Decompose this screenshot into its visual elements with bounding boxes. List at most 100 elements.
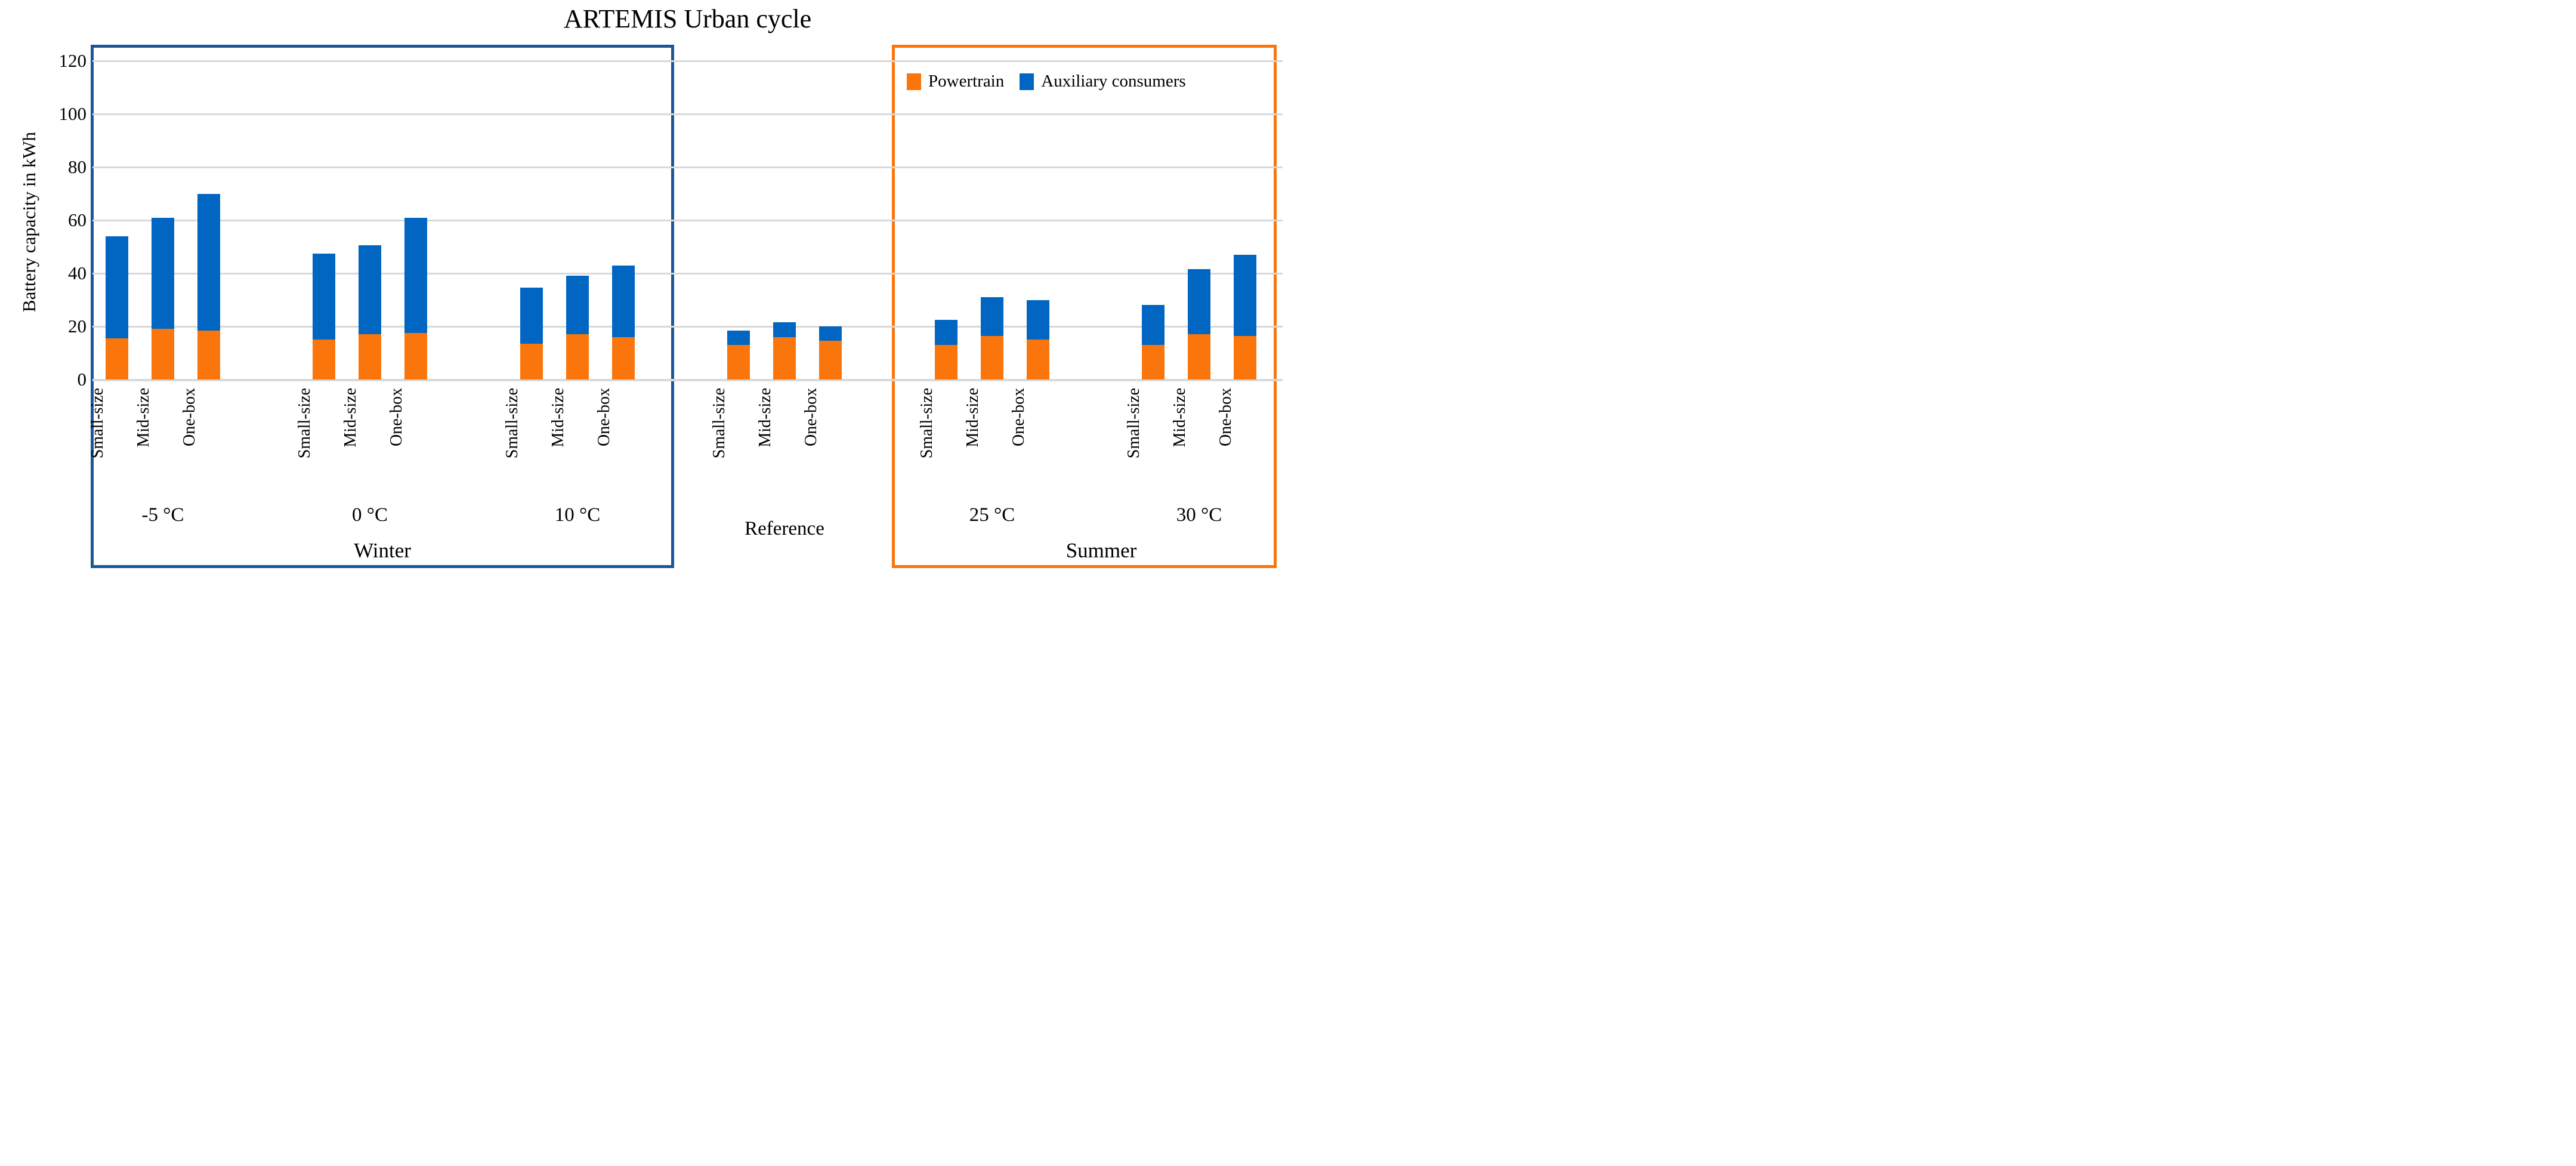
- bar-Reference-one-box: [819, 326, 842, 380]
- bar-0°C-one-box: [404, 217, 427, 380]
- bar-segment-auxiliary-consumers: [313, 253, 335, 340]
- bar-25°C-one-box: [1027, 300, 1049, 380]
- chart-title: ARTEMIS Urban cycle: [563, 4, 812, 33]
- group-label-25°C: 25 °C: [969, 504, 1015, 526]
- category-label-mid-size: Mid-size: [963, 388, 982, 448]
- bar-segment-powertrain: [819, 341, 842, 380]
- category-label-one-box: One-box: [180, 388, 199, 446]
- bar-segment-powertrain: [313, 340, 335, 380]
- chart-canvas: ARTEMIS Urban cycle Battery capacity in …: [0, 0, 1288, 583]
- bar-segment-auxiliary-consumers: [152, 217, 174, 329]
- category-label-mid-size: Mid-size: [341, 388, 360, 448]
- gridline-0: [92, 379, 1283, 381]
- gridline-120: [92, 60, 1283, 62]
- group-label-10°C: 10 °C: [554, 504, 601, 526]
- bar-segment-auxiliary-consumers: [566, 276, 589, 335]
- category-label-mid-size: Mid-size: [549, 388, 567, 448]
- bar-Reference-small-size: [727, 330, 750, 380]
- bar-segment-powertrain: [404, 333, 427, 380]
- category-label-small-size: Small-size: [918, 388, 936, 459]
- summer-section-box: [892, 45, 1277, 568]
- bar-30°C-mid-size: [1188, 269, 1210, 380]
- bar--5°C-small-size: [106, 236, 128, 380]
- bar-10°C-small-size: [520, 288, 543, 380]
- group-label-Reference: Reference: [745, 518, 824, 539]
- bar-segment-powertrain: [520, 343, 543, 380]
- bar-segment-auxiliary-consumers: [819, 326, 842, 341]
- category-label-small-size: Small-size: [295, 388, 314, 459]
- bar-segment-powertrain: [566, 334, 589, 380]
- y-tick-label-120: 120: [58, 50, 87, 71]
- bar-Reference-mid-size: [773, 322, 796, 380]
- category-label-small-size: Small-size: [88, 388, 107, 459]
- bar-segment-powertrain: [773, 337, 796, 380]
- category-label-one-box: One-box: [1216, 388, 1235, 446]
- bar-10°C-one-box: [612, 265, 635, 380]
- bar-segment-powertrain: [152, 329, 174, 380]
- bar-segment-auxiliary-consumers: [359, 245, 381, 335]
- bar-0°C-mid-size: [359, 245, 381, 380]
- group-label--5°C: -5 °C: [141, 504, 184, 526]
- legend-label: Auxiliary consumers: [1041, 72, 1186, 91]
- bar-0°C-small-size: [313, 253, 335, 380]
- bar-segment-powertrain: [1234, 335, 1256, 380]
- winter-section-label: Winter: [354, 539, 411, 562]
- bar-25°C-mid-size: [981, 297, 1003, 380]
- bar-segment-auxiliary-consumers: [197, 193, 220, 331]
- group-label-30°C: 30 °C: [1176, 504, 1222, 526]
- bar-segment-powertrain: [197, 330, 220, 380]
- group-label-0°C: 0 °C: [352, 504, 388, 526]
- category-label-mid-size: Mid-size: [756, 388, 774, 448]
- bar-segment-powertrain: [1142, 345, 1165, 380]
- bar-segment-auxiliary-consumers: [106, 236, 128, 338]
- gridline-80: [92, 166, 1283, 168]
- y-tick-label-80: 80: [68, 156, 87, 177]
- bar-segment-powertrain: [106, 338, 128, 380]
- legend: Powertrain Auxiliary consumers: [907, 72, 1186, 91]
- category-label-one-box: One-box: [1009, 388, 1028, 446]
- legend-item-auxiliary-consumers: Auxiliary consumers: [1020, 72, 1186, 91]
- gridline-40: [92, 273, 1283, 274]
- category-label-mid-size: Mid-size: [134, 388, 153, 448]
- bar--5°C-mid-size: [152, 217, 174, 380]
- legend-swatch-icon: [907, 73, 921, 90]
- bar-segment-auxiliary-consumers: [935, 319, 957, 346]
- category-label-mid-size: Mid-size: [1170, 388, 1189, 448]
- legend-label: Powertrain: [928, 72, 1005, 91]
- bar-segment-powertrain: [1027, 340, 1049, 380]
- bar-10°C-mid-size: [566, 276, 589, 380]
- bar-segment-powertrain: [612, 337, 635, 380]
- y-tick-label-0: 0: [77, 369, 87, 390]
- bar-segment-auxiliary-consumers: [981, 297, 1003, 336]
- legend-item-powertrain: Powertrain: [907, 72, 1004, 91]
- legend-swatch-icon: [1020, 73, 1034, 90]
- bar-segment-auxiliary-consumers: [1142, 305, 1165, 346]
- bar-segment-powertrain: [727, 345, 750, 380]
- gridline-100: [92, 113, 1283, 115]
- winter-section-box: [91, 45, 674, 568]
- summer-section-label: Summer: [1065, 539, 1137, 562]
- bar-segment-auxiliary-consumers: [1234, 254, 1256, 336]
- bar-segment-powertrain: [359, 334, 381, 380]
- y-tick-label-20: 20: [68, 316, 87, 337]
- bar-segment-auxiliary-consumers: [1188, 269, 1210, 335]
- bar-segment-auxiliary-consumers: [520, 288, 543, 344]
- bar-30°C-one-box: [1234, 254, 1256, 380]
- bar-30°C-small-size: [1142, 305, 1165, 380]
- y-tick-label-40: 40: [68, 263, 87, 283]
- bar-segment-powertrain: [981, 335, 1003, 380]
- bar--5°C-one-box: [197, 193, 220, 380]
- bar-segment-auxiliary-consumers: [773, 322, 796, 337]
- bar-segment-auxiliary-consumers: [404, 217, 427, 334]
- category-label-one-box: One-box: [387, 388, 406, 446]
- bar-segment-auxiliary-consumers: [612, 265, 635, 337]
- category-label-small-size: Small-size: [503, 388, 521, 459]
- category-label-one-box: One-box: [595, 388, 613, 446]
- y-tick-label-100: 100: [58, 103, 87, 124]
- bar-segment-auxiliary-consumers: [1027, 300, 1049, 340]
- gridline-60: [92, 220, 1283, 221]
- bar-segment-auxiliary-consumers: [727, 330, 750, 346]
- plot-area: [92, 60, 1283, 381]
- y-tick-label-60: 60: [68, 209, 87, 230]
- gridline-20: [92, 326, 1283, 328]
